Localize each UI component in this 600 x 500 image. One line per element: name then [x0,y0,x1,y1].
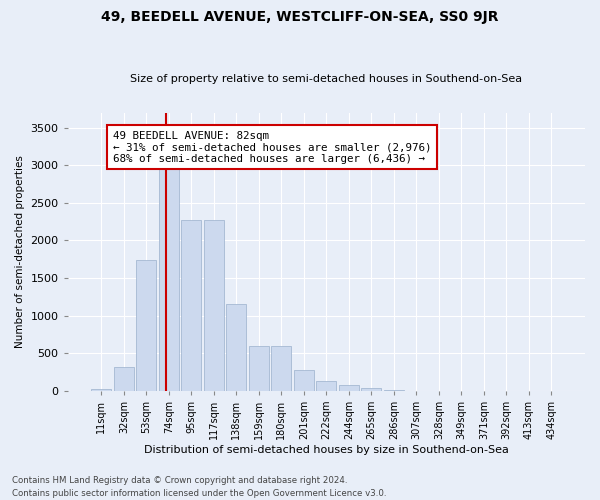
Bar [384,390,404,391]
Bar [226,304,247,391]
Bar [271,346,292,391]
Bar [316,381,337,391]
Bar [159,134,179,391]
Bar [91,389,112,391]
Text: 49 BEEDELL AVENUE: 82sqm
← 31% of semi-detached houses are smaller (2,976)
68% o: 49 BEEDELL AVENUE: 82sqm ← 31% of semi-d… [113,130,431,164]
Bar [249,346,269,391]
Bar [339,386,359,391]
Bar [361,388,382,391]
X-axis label: Distribution of semi-detached houses by size in Southend-on-Sea: Distribution of semi-detached houses by … [144,445,509,455]
Title: Size of property relative to semi-detached houses in Southend-on-Sea: Size of property relative to semi-detach… [130,74,523,84]
Bar [294,370,314,391]
Bar [136,260,157,391]
Text: Contains HM Land Registry data © Crown copyright and database right 2024.
Contai: Contains HM Land Registry data © Crown c… [12,476,386,498]
Y-axis label: Number of semi-detached properties: Number of semi-detached properties [15,156,25,348]
Bar [114,367,134,391]
Bar [181,220,202,391]
Bar [204,220,224,391]
Text: 49, BEEDELL AVENUE, WESTCLIFF-ON-SEA, SS0 9JR: 49, BEEDELL AVENUE, WESTCLIFF-ON-SEA, SS… [101,10,499,24]
